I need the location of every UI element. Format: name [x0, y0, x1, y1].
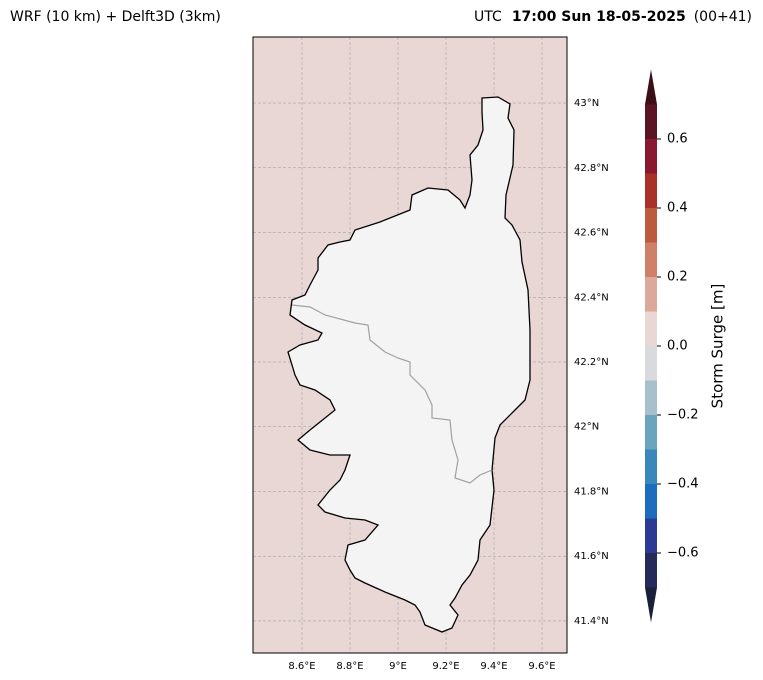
y-tick-label: 43°N — [574, 98, 599, 109]
colorbar-band — [645, 484, 657, 519]
colorbar-tick-label: 0.2 — [667, 270, 688, 285]
corsica-coastline — [287, 96, 531, 633]
colorbar-tick-label: 0.0 — [667, 339, 688, 354]
colorbar-band — [645, 208, 657, 243]
colorbar-tick-label: −0.6 — [667, 546, 699, 561]
title: WRF (10 km) + Delft3D (3km) — [10, 9, 221, 25]
colorbar-tick-label: −0.2 — [667, 408, 699, 423]
colorbar-band — [645, 104, 657, 139]
y-tick-label: 41.6°N — [574, 551, 609, 562]
colorbar-extend-over — [645, 69, 657, 105]
y-tick-label: 42.4°N — [574, 292, 609, 303]
x-tick-label: 8.6°E — [288, 661, 315, 672]
y-tick-label: 42°N — [574, 422, 599, 433]
lead-time: (00+41) — [694, 9, 752, 25]
colorbar-extend-under — [645, 587, 657, 623]
department-border — [291, 304, 493, 484]
colorbar-band — [645, 449, 657, 484]
map-frame — [252, 36, 568, 654]
x-tick-label: 9.2°E — [432, 661, 459, 672]
x-tick-label: 9.6°E — [528, 661, 555, 672]
y-tick-label: 42.8°N — [574, 163, 609, 174]
colorbar-band — [645, 242, 657, 277]
colorbar-band — [645, 139, 657, 174]
colorbar-band — [645, 415, 657, 450]
colorbar-label: Storm Surge [m] — [709, 284, 727, 409]
colorbar-tick-label: 0.4 — [667, 201, 688, 216]
colorbar-band — [645, 311, 657, 346]
valid-time: 17:00 Sun 18-05-2025 — [512, 9, 686, 25]
colorbar-band — [645, 173, 657, 208]
x-tick-label: 8.8°E — [336, 661, 363, 672]
colorbar-band — [645, 277, 657, 312]
y-tick-label: 41.4°N — [574, 616, 609, 627]
colorbar-band — [645, 380, 657, 415]
colorbar-tick-label: 0.6 — [667, 132, 688, 147]
time-zone: UTC — [474, 9, 502, 25]
colorbar-tick-label: −0.4 — [667, 477, 699, 492]
y-tick-label: 42.2°N — [574, 357, 609, 368]
colorbar-band — [645, 346, 657, 381]
x-tick-label: 9.4°E — [480, 661, 507, 672]
y-tick-label: 42.6°N — [574, 228, 609, 239]
colorbar-band — [645, 518, 657, 553]
colorbar-band — [645, 553, 657, 588]
x-tick-label: 9°E — [389, 661, 407, 672]
y-tick-label: 41.8°N — [574, 486, 609, 497]
